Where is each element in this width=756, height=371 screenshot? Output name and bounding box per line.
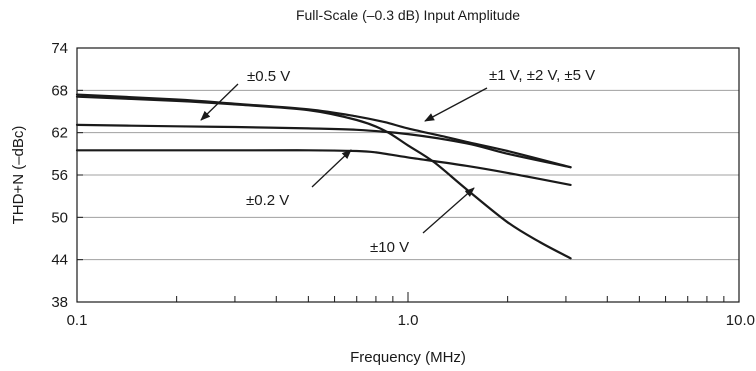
series-line-3 (75, 95, 572, 260)
y-tick-label: 62 (51, 125, 68, 142)
annotation-arrow-1v-2v-5v (424, 87, 488, 122)
y-tick-label: 56 (51, 167, 68, 184)
y-axis-label: THD+N (–dBc) (10, 126, 27, 225)
annotation-arrow-10v (422, 187, 475, 234)
annotation-arrows (200, 83, 488, 234)
axis-ticks: 38 44 50 56 62 68 74 0.1 1.0 10.0 (51, 40, 755, 329)
grid-lines (77, 89, 739, 261)
annotation-arrow-0p2v (311, 149, 352, 188)
series-line-2 (75, 149, 572, 186)
y-tick-label: 50 (51, 209, 68, 226)
series-line-1 (75, 93, 572, 169)
y-tick-label: 74 (51, 40, 68, 57)
x-axis-label: Frequency (MHz) (350, 349, 466, 366)
annotation-label-0p2v: ±0.2 V (246, 192, 289, 209)
y-tick-label: 44 (51, 252, 68, 269)
series-group (75, 93, 572, 260)
series-line-0 (75, 123, 572, 169)
x-tick-label: 0.1 (67, 312, 88, 329)
chart-title: Full-Scale (–0.3 dB) Input Amplitude (296, 7, 520, 23)
annotation-label-0p5v: ±0.5 V (247, 68, 290, 85)
y-tick-label: 68 (51, 82, 68, 99)
y-tick-label: 38 (51, 294, 68, 311)
annotation-label-10v: ±10 V (370, 239, 409, 256)
annotation-arrow-0p5v (200, 83, 239, 121)
annotation-label-1v-2v-5v: ±1 V, ±2 V, ±5 V (489, 67, 595, 84)
plot-frame (76, 47, 740, 303)
x-tick-label: 10.0 (726, 312, 755, 329)
x-tick-label: 1.0 (398, 312, 419, 329)
